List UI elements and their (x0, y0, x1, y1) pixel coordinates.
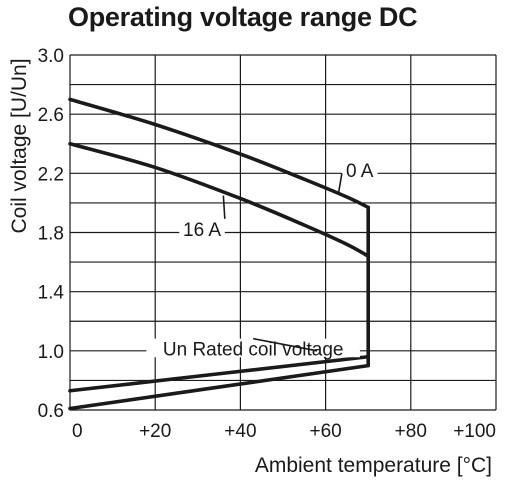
y-axis-label: Coil voltage [U/Un] (8, 58, 31, 233)
x-tick-label: +80 (395, 421, 427, 442)
y-tick-label: 2.2 (38, 164, 64, 185)
y-tick-label: 1.0 (38, 342, 64, 363)
annotation-leader (337, 173, 343, 195)
y-tick-label: 2.6 (38, 105, 64, 126)
grid (69, 54, 497, 411)
annotations: 0 A 16 A Un Rated coil voltage (146, 159, 378, 361)
x-axis-label: Ambient temperature [°C] (255, 454, 492, 477)
annotation-label: 0 A (346, 161, 374, 182)
y-tick-label: 1.4 (38, 283, 65, 304)
annotation-bg (341, 159, 378, 179)
y-tick-label: 1.8 (38, 224, 64, 245)
series-line (68, 141, 370, 258)
y-tick-label: 0.6 (38, 401, 64, 422)
x-tick-label: +40 (224, 421, 256, 442)
series-line (68, 97, 370, 210)
x-tick-label: +60 (309, 421, 341, 442)
annotation-label: 16 A (183, 220, 221, 241)
annotation-bg (179, 218, 225, 238)
annotation-leader (222, 195, 226, 219)
tick-labels: 0.6 1.0 1.4 1.8 2.2 2.6 3.0 0 +20 +40 +60 +80 +100 (38, 46, 496, 442)
series-line (68, 363, 370, 411)
x-tick-label: 0 (72, 421, 83, 442)
x-tick-label: +20 (139, 421, 171, 442)
annotation-bg (146, 338, 360, 358)
y-tick-label: 3.0 (38, 46, 64, 67)
x-tick-label: +100 (453, 421, 496, 442)
plot-series (68, 97, 371, 411)
series-line (68, 354, 370, 393)
chart-title: Operating voltage range DC (68, 2, 418, 32)
annotation-label: Un Rated coil voltage (163, 340, 344, 361)
annotation-leader (253, 337, 318, 352)
